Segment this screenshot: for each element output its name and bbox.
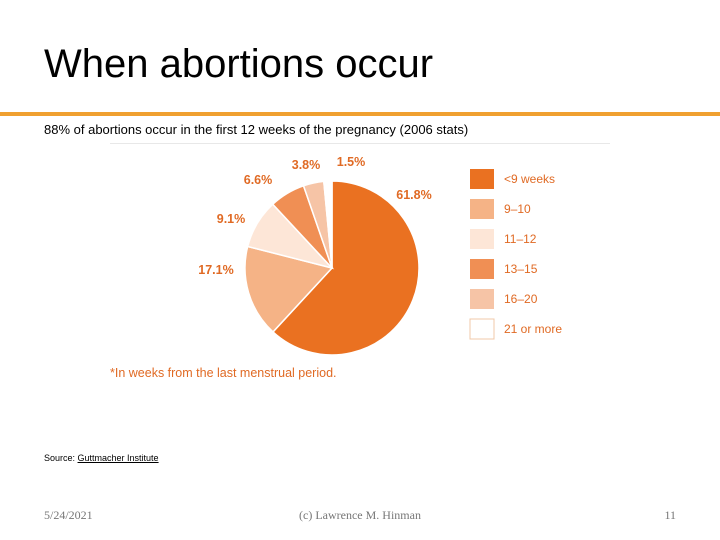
- legend-label-3: 11–12: [504, 232, 537, 246]
- pie-slice-6: [322, 180, 333, 269]
- legend-label-2: 9–10: [504, 202, 531, 216]
- slice-label-4: 6.6%: [244, 173, 273, 187]
- pie-slice-2: [244, 245, 334, 333]
- legend-swatch-4: [470, 259, 494, 279]
- slice-label-6: 1.5%: [337, 155, 366, 169]
- footer-author: (c) Lawrence M. Hinman: [299, 508, 421, 522]
- legend-label-5: 16–20: [504, 292, 538, 306]
- slice-label-5: 3.8%: [292, 158, 321, 172]
- legend-label-1: <9 weeks: [504, 172, 555, 186]
- pie-slice-1: [271, 180, 420, 356]
- chart-footnote: *In weeks from the last menstrual period…: [110, 366, 337, 380]
- legend-swatch-6: [469, 318, 495, 340]
- legend-swatch-1: [470, 169, 494, 189]
- source-label: Source:: [44, 453, 78, 463]
- legend-swatch-2: [470, 199, 494, 219]
- legend-swatch-5: [470, 289, 494, 309]
- slice-label-1: 61.8%: [396, 188, 431, 202]
- legend-label-6: 21 or more: [504, 322, 562, 336]
- slice-label-2: 17.1%: [198, 263, 233, 277]
- slide-subtitle: 88% of abortions occur in the first 12 w…: [44, 122, 469, 137]
- footer-date: 5/24/2021: [44, 508, 93, 522]
- footer-page-number: 11: [664, 508, 676, 522]
- source-line: Source: Guttmacher Institute: [44, 453, 159, 463]
- source-link[interactable]: Guttmacher Institute: [77, 453, 159, 463]
- title-divider: [0, 112, 720, 116]
- slice-label-3: 9.1%: [217, 212, 246, 226]
- legend-label-4: 13–15: [504, 262, 538, 276]
- legend-swatch-3: [470, 229, 494, 249]
- slide-title: When abortions occur: [44, 42, 434, 86]
- chart-frame-line: [110, 143, 610, 144]
